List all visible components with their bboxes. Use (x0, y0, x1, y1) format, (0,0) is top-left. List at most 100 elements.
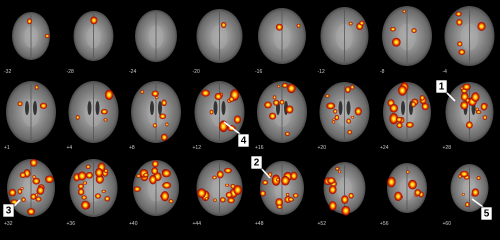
activation (348, 21, 353, 26)
activation (104, 89, 114, 100)
activation (346, 118, 352, 124)
slice-label: +20 (318, 145, 327, 151)
activation (32, 177, 41, 185)
activation (103, 118, 108, 122)
activation (30, 193, 37, 200)
ventricle (87, 101, 92, 115)
callout-label: 4 (241, 136, 247, 147)
activation (287, 197, 294, 202)
activation (354, 107, 362, 116)
activation (233, 185, 242, 195)
activation (269, 112, 277, 120)
ventricle (338, 101, 343, 115)
activation (328, 185, 337, 195)
activation (149, 175, 157, 185)
slice-label: -32 (4, 69, 11, 75)
activation (75, 115, 80, 120)
activation (161, 133, 168, 141)
brain-slice (387, 163, 427, 213)
brain-slice (196, 160, 243, 216)
activation (77, 171, 87, 181)
activation (272, 95, 277, 100)
slice-label: +28 (443, 145, 452, 151)
activation (275, 23, 283, 31)
activation (262, 180, 269, 185)
brain-slice (320, 7, 369, 65)
brain-slice (69, 159, 118, 217)
activation (81, 195, 87, 200)
activation (411, 28, 417, 33)
activation (218, 120, 228, 133)
activation (136, 174, 142, 178)
ventricle (95, 101, 100, 115)
activation (390, 26, 396, 32)
callout-box (2, 203, 15, 218)
activation (359, 20, 365, 26)
activation (224, 167, 232, 174)
activation (214, 92, 222, 101)
slice-label: +52 (318, 221, 327, 227)
brain-slice (73, 11, 114, 61)
activation (101, 189, 106, 193)
activation (457, 41, 463, 47)
activation (341, 205, 351, 216)
activation (104, 196, 110, 202)
slice-label: -12 (318, 69, 325, 75)
ventricle (150, 101, 154, 115)
activation (151, 90, 159, 97)
activation (85, 172, 94, 179)
activation (341, 195, 349, 204)
slice-label: -28 (67, 69, 74, 75)
activation (460, 101, 469, 110)
callout-arrow (445, 91, 456, 102)
activation (221, 22, 227, 28)
activation (350, 116, 355, 119)
ventricle (221, 101, 226, 115)
callout-arrow (471, 198, 484, 208)
activation (90, 16, 98, 25)
slice-label: -24 (129, 69, 136, 75)
slice-label: +48 (255, 221, 264, 227)
activation (281, 175, 290, 186)
activation (151, 167, 159, 175)
slice-label: +1 (4, 145, 10, 151)
activation (161, 99, 167, 107)
activation (406, 170, 410, 174)
ventricle (213, 101, 218, 115)
activation (159, 113, 167, 120)
slice-label: +12 (193, 145, 202, 151)
activation (389, 103, 398, 113)
activation (408, 179, 417, 190)
slice-label: +32 (4, 221, 13, 227)
activation (27, 208, 36, 216)
activation (77, 183, 84, 189)
activation (260, 190, 266, 197)
slice-label: -8 (380, 69, 385, 75)
slice-label: +4 (67, 145, 73, 151)
activation (30, 158, 38, 167)
activation (133, 186, 141, 192)
activation (219, 197, 226, 203)
activation (471, 92, 480, 102)
ventricle (25, 101, 29, 115)
activation (405, 121, 414, 128)
activation (396, 122, 403, 129)
brain-slice (196, 9, 243, 63)
callout-label: 3 (6, 206, 12, 217)
activation (168, 199, 174, 204)
activation (103, 168, 109, 174)
activation (228, 96, 235, 102)
activation (155, 96, 159, 99)
activation (456, 18, 463, 26)
slice-label: +40 (129, 221, 138, 227)
activation (455, 11, 462, 17)
activation (475, 107, 479, 111)
activation (344, 86, 351, 94)
activation (95, 193, 101, 199)
activation (465, 201, 470, 208)
activation (335, 166, 340, 171)
activation (285, 131, 290, 136)
callout-label: 2 (254, 158, 260, 169)
brain-slice (131, 81, 181, 143)
slice-label: +60 (443, 221, 452, 227)
